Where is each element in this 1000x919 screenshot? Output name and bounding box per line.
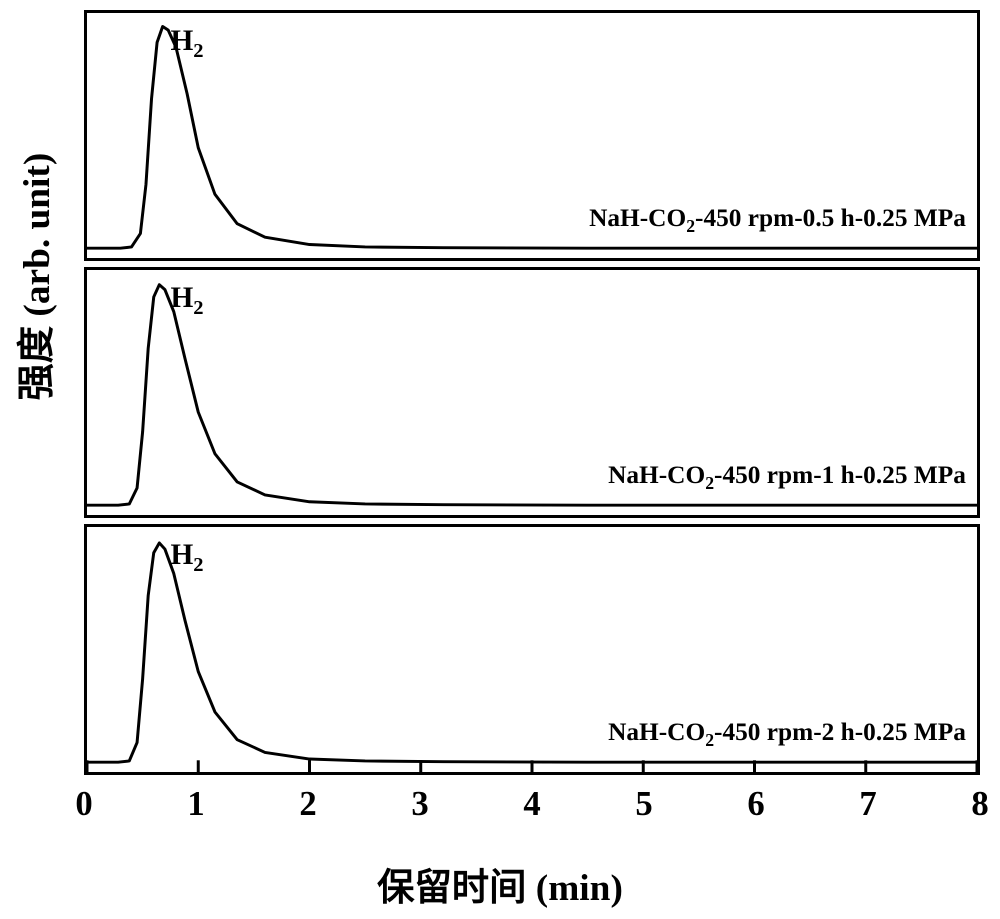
x-axis-label-en: (min) bbox=[536, 868, 623, 909]
figure-root: 强度 (arb. unit) H2 NaH-CO2-450 rpm-0.5 h-0… bbox=[0, 0, 1000, 919]
x-tick-label: 5 bbox=[635, 785, 652, 824]
chart-panel: H2 NaH-CO2-450 rpm-2 h-0.25 MPa bbox=[84, 524, 980, 775]
x-tick-label: 2 bbox=[299, 785, 316, 824]
y-axis-label-en: (arb. unit) bbox=[17, 152, 58, 316]
x-tick-label: 1 bbox=[187, 785, 204, 824]
x-tick-label: 8 bbox=[971, 785, 988, 824]
x-axis-label-cn: 保留时间 bbox=[377, 868, 526, 909]
peak-label: H2 bbox=[170, 25, 203, 63]
peak-label: H2 bbox=[170, 282, 203, 320]
x-tick-label: 4 bbox=[523, 785, 540, 824]
x-tick-label: 6 bbox=[747, 785, 764, 824]
plot-column: H2 NaH-CO2-450 rpm-0.5 h-0.25 MPa H2 NaH-CO… bbox=[84, 10, 980, 820]
chart-panel: H2 NaH-CO2-450 rpm-0.5 h-0.25 MPa bbox=[84, 10, 980, 261]
y-axis-label: 强度 (arb. unit) bbox=[6, 152, 60, 400]
x-tick-label: 7 bbox=[859, 785, 876, 824]
condition-label: NaH-CO2-450 rpm-0.5 h-0.25 MPa bbox=[589, 204, 966, 237]
peak-label: H2 bbox=[170, 539, 203, 577]
condition-label: NaH-CO2-450 rpm-2 h-0.25 MPa bbox=[608, 718, 966, 751]
x-axis-label: 保留时间 (min) bbox=[0, 857, 1000, 911]
chart-panel: H2 NaH-CO2-450 rpm-1 h-0.25 MPa bbox=[84, 267, 980, 518]
y-axis-label-cn: 强度 bbox=[17, 325, 58, 400]
x-tick-labels: 012345678 bbox=[84, 785, 980, 825]
x-tick-label: 0 bbox=[75, 785, 92, 824]
x-tick-label: 3 bbox=[411, 785, 428, 824]
condition-label: NaH-CO2-450 rpm-1 h-0.25 MPa bbox=[608, 461, 966, 494]
